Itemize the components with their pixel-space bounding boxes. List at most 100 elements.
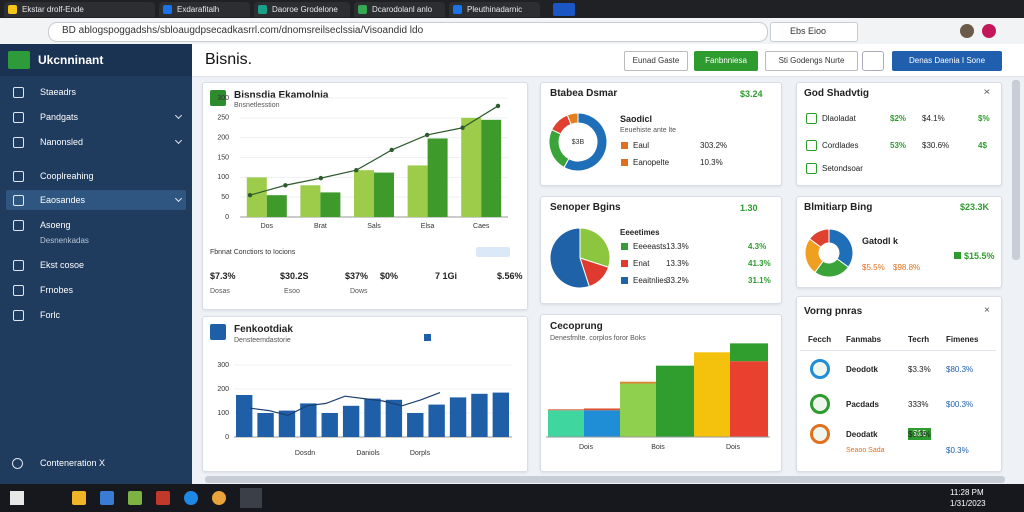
menu-item[interactable]: Ekst cosoe [40,260,85,270]
row-name: Deodotk [846,365,878,374]
legend-swatch [621,243,628,250]
app-icon[interactable] [100,491,114,505]
row-icon [806,140,817,151]
menu-item[interactable]: Cooplreahing [40,171,94,181]
tab-icon [258,5,267,14]
active-item [6,190,186,210]
row-value: $2% [890,114,907,123]
footer-icon [12,458,23,469]
card-subtitle: Denesfmlte. corplos foror Boks [550,335,646,342]
cell: $00.3% [946,400,974,409]
legend-badge [476,247,510,257]
card-title: Bisnsdia Ekamolnia [234,90,329,101]
tab-title[interactable]: Dcarodolanl anlo [372,5,433,14]
new-tab[interactable] [553,3,575,16]
taskbar [0,484,1024,512]
tab[interactable] [254,2,350,17]
stat: $37% [345,271,369,281]
card-title: Btabea Dsmar [550,88,618,99]
url[interactable]: BD ablogspoggadshs/sbloaugdpsecadkasrrl.… [62,25,424,36]
row-value: 4$ [978,141,987,150]
legend-swatch [621,260,628,267]
card [796,296,1002,472]
badge: $23.3K [960,202,990,212]
h-scrollbar[interactable] [205,476,1005,483]
menu-item[interactable]: Asoeng [40,220,71,230]
footer-item[interactable]: Conteneration X [40,458,106,468]
row-name: Cordlades [822,141,859,150]
legend-value: 303.2% [700,141,728,150]
stat-sub: Dows [350,288,368,295]
legend-name: Eeaitnlies [633,276,668,285]
row-name: Setondsoar [822,164,863,173]
v-scrollbar[interactable] [1012,80,1020,260]
start-button[interactable] [10,491,24,505]
profile[interactable] [982,24,996,38]
button[interactable]: Fanbnniesa [694,51,758,71]
close: × [984,305,990,316]
clock-date: 1/31/2023 [950,499,986,508]
menu-item[interactable]: Nanonsled [40,137,84,147]
tab[interactable] [4,2,155,17]
search-box[interactable] [770,22,858,42]
card-icon [210,324,226,340]
card-title: Cecoprung [550,321,603,332]
tab-title[interactable]: Pleuthinadarnic [467,5,523,14]
button[interactable]: Denas Daenia I Sone [892,51,1002,71]
button[interactable]: Eunad Gaste [624,51,688,71]
page-title: Bisnis. [205,51,253,68]
subheading: Eeuehiste ante lte [620,127,677,134]
search-text[interactable]: Ebs Eioo [790,26,827,36]
app-icon[interactable] [212,491,226,505]
tab[interactable] [449,2,540,17]
card-title: Vorng pnras [804,306,863,317]
app-icon[interactable] [156,491,170,505]
card-title: God Shadvtig [804,88,869,99]
legend-name: Eaul [633,141,650,150]
menu-item[interactable]: Forlc [40,310,60,320]
url-box[interactable] [48,22,768,42]
menu-item[interactable]: Staeadrs [40,87,77,97]
app-icon[interactable] [128,491,142,505]
tab-title[interactable]: Exdarafitalh [177,5,220,14]
tab[interactable] [354,2,445,17]
menu-item[interactable]: Pandgats [40,112,79,122]
icon-button[interactable] [862,51,884,71]
sidebar [0,44,192,484]
menu-icon [13,112,24,123]
legend-value: 41.3% [748,259,771,268]
app-icon[interactable] [72,491,86,505]
legend-value: 10.3% [700,158,723,167]
menu-item[interactable]: Frnobes [40,285,74,295]
card-subtitle: Bnsnetlesstion [234,102,280,109]
app-icon[interactable] [240,488,262,508]
row-icon [810,394,830,414]
tab-title[interactable]: Daoroe Grodelone [272,5,338,14]
card-title: Senoper Bgins [550,202,621,213]
tab-icon [358,5,367,14]
tab-icon [8,5,17,14]
stat: $7.3% [210,271,236,281]
legend-swatch [621,277,628,284]
stat: $0% [380,271,399,281]
tab[interactable] [159,2,250,17]
avatar[interactable] [960,24,974,38]
tab-title[interactable]: Ekstar drolf-Ende [22,5,84,14]
column-header: Tecrh [908,335,930,344]
cell: 333% [908,400,929,409]
heading: Gatodl k [862,236,899,246]
legend-swatch [621,142,628,149]
legend-swatch [954,252,961,259]
legend-value: 4.3% [748,242,767,251]
row-name: Deodatk [846,430,878,439]
menu-item[interactable]: Eaosandes [40,195,86,205]
legend-value: 33.2% [666,276,689,285]
button[interactable]: Sti Godengs Nurte [765,51,858,71]
row-sub: Seaoo Sada [846,447,885,454]
app-icon[interactable] [184,491,198,505]
row-name: Pacdads [846,400,879,409]
menu-icon [13,310,24,321]
legend-value: 31.1% [748,276,771,285]
brand: Ukcnninant [38,53,104,67]
row-name: Dlaoladat [822,114,856,123]
